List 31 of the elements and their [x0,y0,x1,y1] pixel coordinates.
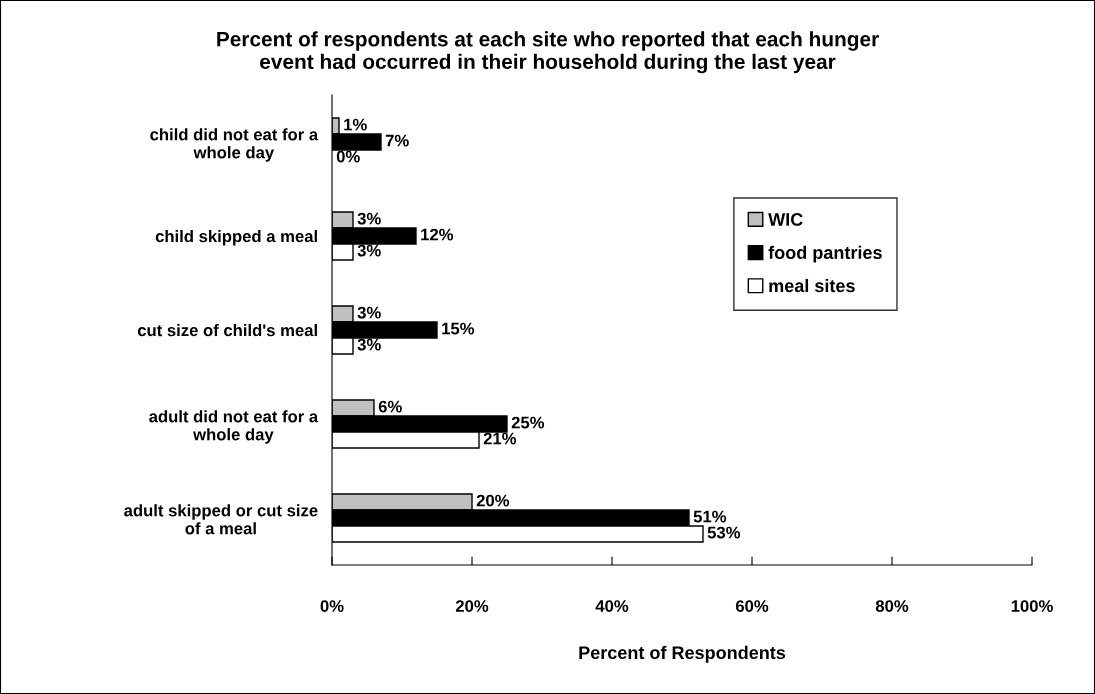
data-label: 1% [344,118,367,131]
x-axis-title: Percent of Respondents [579,645,786,663]
data-label: 0% [336,150,360,163]
legend-label: WIC [768,213,803,226]
data-label: 7% [385,134,409,147]
data-label: 25% [511,416,545,429]
x-tick-label: 0% [320,600,344,612]
y-tick-label: child did not eat for a whole day [150,128,319,162]
data-label: 3% [357,338,381,351]
data-label: 3% [357,244,381,257]
data-label: 6% [378,400,402,413]
chart-title: Percent of respondents at each site who reported that each hunger event had occurred in their household during the last year [217,31,879,74]
data-label: 15% [442,322,475,335]
y-tick-label: child skipped a meal [155,229,317,246]
data-label: 3% [357,306,381,319]
data-label: 20% [476,494,510,507]
y-tick-label: cut size of child's meal [137,323,317,337]
x-tick-label: 60% [735,600,769,612]
data-label: 53% [707,526,741,539]
x-tick-label: 100% [1011,600,1053,612]
data-label: 12% [421,228,454,241]
data-label: 3% [357,212,381,225]
legend-label: meal sites [769,278,855,293]
x-tick-label: 80% [875,600,909,612]
legend-label: food pantries [768,245,882,263]
data-label: 51% [693,510,727,523]
x-tick-label: 20% [455,600,489,612]
data-label: 21% [483,432,517,445]
x-tick-label: 40% [595,600,629,612]
y-tick-label: adult did not eat for a whole day [149,410,319,444]
y-tick-label: adult skipped or cut size of a meal [124,504,318,535]
